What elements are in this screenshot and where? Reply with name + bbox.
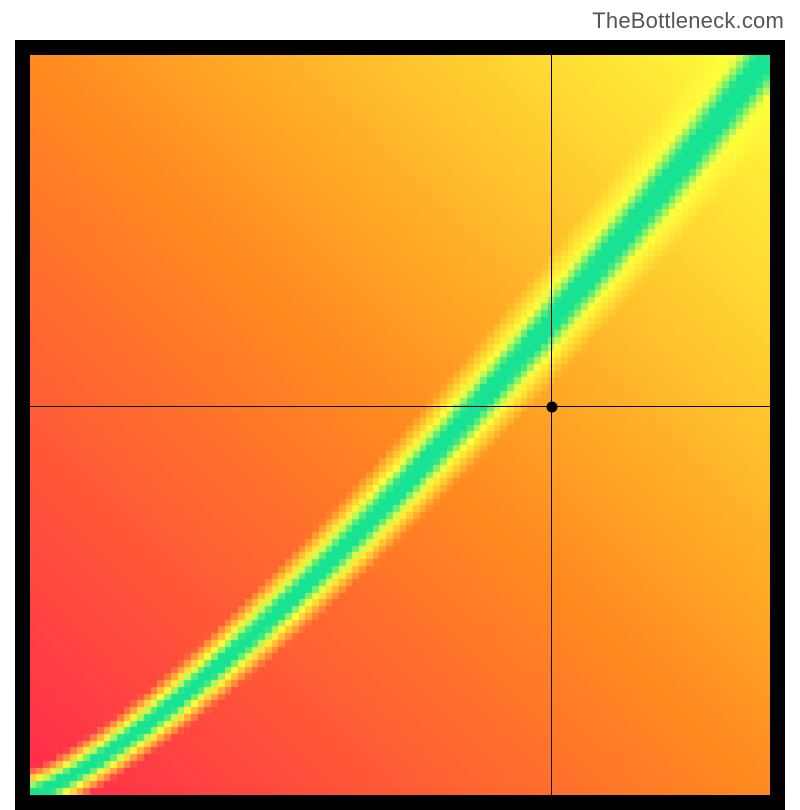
crosshair-horizontal bbox=[30, 406, 770, 408]
chart-container: TheBottleneck.com bbox=[0, 0, 800, 800]
bottleneck-heatmap bbox=[30, 55, 770, 795]
balance-point-marker bbox=[546, 401, 557, 412]
attribution-text: TheBottleneck.com bbox=[592, 8, 784, 34]
crosshair-vertical bbox=[551, 55, 553, 795]
